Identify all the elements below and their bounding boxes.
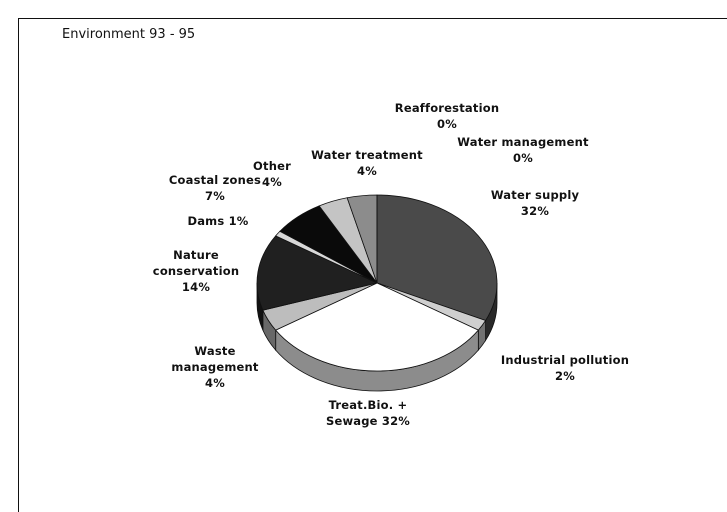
value-label: 4% <box>262 175 282 189</box>
data-label: Other 4% <box>247 158 297 190</box>
value-label: 32% <box>381 414 411 428</box>
chart-title: Environment 93 - 95 <box>62 27 196 42</box>
category-label: Dams <box>187 214 225 228</box>
data-label: Reafforestation 0% <box>387 100 507 132</box>
data-label: Dams 1% <box>178 213 258 229</box>
data-label: Water supply 32% <box>480 187 590 219</box>
category-label: Other <box>253 159 291 173</box>
category-label: Water treatment <box>311 148 423 162</box>
value-label: 1% <box>228 214 249 228</box>
category-label: Nature conservation <box>152 248 240 278</box>
value-label: 4% <box>205 376 225 390</box>
category-label: Waste management <box>171 344 259 374</box>
value-label: 0% <box>513 151 533 165</box>
data-label: Coastal zones 7% <box>160 172 270 204</box>
data-label: Waste management 4% <box>168 343 263 391</box>
data-label: Nature conservation 14% <box>149 247 244 295</box>
category-label: Water management <box>457 135 589 149</box>
category-label: Reafforestation <box>394 101 500 115</box>
value-label: 7% <box>205 189 225 203</box>
data-label: Treat.Bio. + Sewage 32% <box>313 397 423 429</box>
value-label: 32% <box>520 204 550 218</box>
category-label: Coastal zones <box>168 173 262 187</box>
value-label: 2% <box>555 369 575 383</box>
category-label: Industrial pollution <box>500 353 630 367</box>
data-label: Water management 0% <box>448 134 598 166</box>
pie-slice <box>256 235 379 311</box>
pie-slice <box>376 194 498 321</box>
pie-slice <box>275 282 479 372</box>
value-label: 14% <box>181 280 211 294</box>
chart-frame <box>18 18 727 512</box>
category-label: Treat.Bio. + Sewage <box>325 398 408 428</box>
category-label: Water supply <box>490 188 580 202</box>
value-label: 4% <box>357 164 377 178</box>
data-label: Industrial pollution 2% <box>495 352 635 384</box>
data-label: Water treatment 4% <box>307 147 427 179</box>
value-label: 0% <box>437 117 457 131</box>
